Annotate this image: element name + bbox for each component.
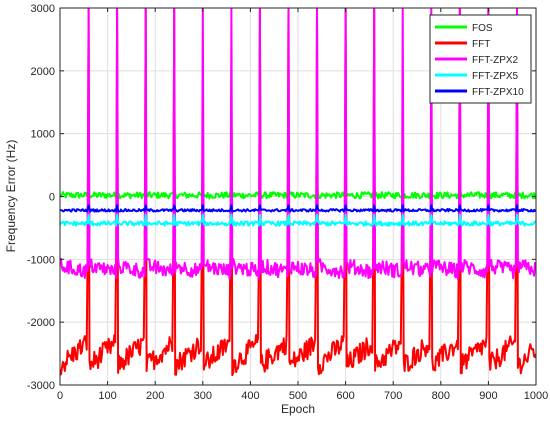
legend-label: FFT xyxy=(472,39,490,50)
x-tick-label: 900 xyxy=(479,390,497,402)
series-line-fos xyxy=(60,181,536,200)
series-line-fft-zpx10 xyxy=(60,204,536,213)
x-tick-label: 200 xyxy=(146,390,164,402)
legend-label: FOS xyxy=(472,23,493,34)
y-tick-label: 3000 xyxy=(31,3,55,15)
x-tick-label: 100 xyxy=(98,390,116,402)
legend-label: FFT-ZPX10 xyxy=(472,87,524,98)
x-tick-label: 800 xyxy=(432,390,450,402)
x-tick-label: 600 xyxy=(336,390,354,402)
x-tick-label: 500 xyxy=(289,390,307,402)
legend-label: FFT-ZPX2 xyxy=(472,55,519,66)
series-group xyxy=(60,8,536,377)
x-tick-label: 400 xyxy=(241,390,259,402)
series-line-fft-zpx2 xyxy=(60,8,536,280)
y-tick-label: 0 xyxy=(49,192,55,204)
legend: FOS FFT FFT-ZPX2 FFT-ZPX5 FFT-ZPX10 xyxy=(429,14,532,104)
y-tick-label: -1000 xyxy=(27,254,55,266)
x-tick-label: 0 xyxy=(57,390,63,402)
y-axis-label: Frequency Error (Hz) xyxy=(4,140,18,253)
x-axis-label: Epoch xyxy=(281,402,315,416)
series-line-fft-zpx5 xyxy=(60,213,536,227)
x-tick-label: 700 xyxy=(384,390,402,402)
y-tick-label: 2000 xyxy=(31,66,55,78)
legend-label: FFT-ZPX5 xyxy=(472,71,519,82)
series-line-fft xyxy=(60,8,536,377)
plot-area: 0 100 200 300 400 500 600 700 800 900 1000 -3000 -20… xyxy=(27,3,548,402)
x-tick-label: 1000 xyxy=(524,390,548,402)
x-tick-label: 300 xyxy=(194,390,212,402)
y-tick-label: 1000 xyxy=(31,129,55,141)
y-tick-label: -3000 xyxy=(27,380,55,392)
y-tick-label: -2000 xyxy=(27,317,55,329)
